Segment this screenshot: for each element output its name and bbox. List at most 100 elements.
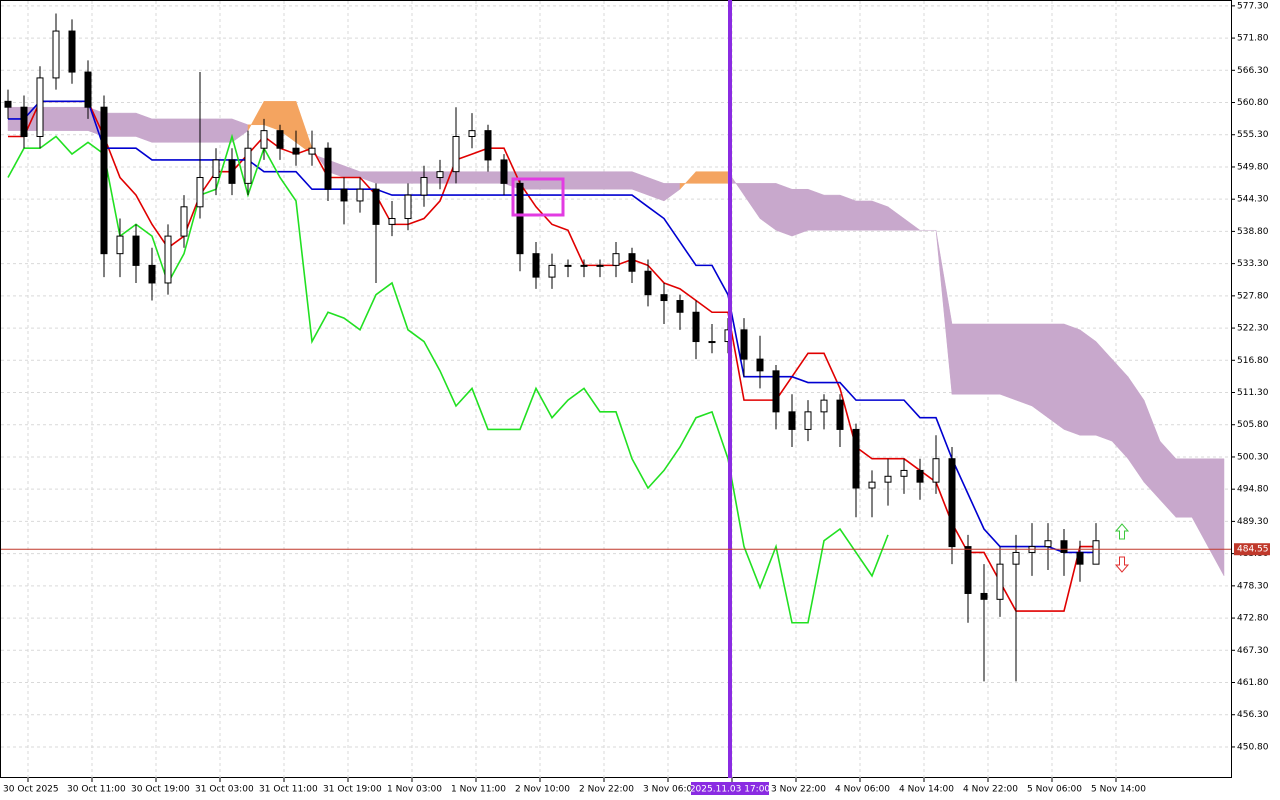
candle-body: [212, 159, 220, 179]
cloud-segment: [1111, 358, 1129, 460]
candle-body: [740, 329, 748, 360]
cloud-segment: [791, 188, 809, 237]
x-tick-label: 2 Nov 10:00: [515, 785, 570, 795]
candle-body: [116, 235, 124, 255]
cloud-segment: [631, 171, 649, 196]
candle-body: [148, 264, 156, 284]
cloud-segment: [119, 112, 137, 137]
candle-body: [1012, 551, 1020, 565]
cloud-segment: [647, 177, 665, 202]
price-label: 484.55: [1237, 545, 1269, 555]
y-tick-label: 516.80: [1237, 356, 1269, 366]
x-tick-label: 1 Nov 11:00: [451, 785, 506, 795]
candle-body: [948, 458, 956, 548]
cloud-segment: [263, 101, 281, 132]
cloud-segment: [199, 118, 217, 143]
cloud-segment: [887, 206, 905, 231]
cloud-segment: [183, 118, 201, 143]
y-tick-label: 478.30: [1237, 581, 1269, 591]
candle-body: [308, 147, 316, 155]
buy-arrow[interactable]: [1114, 523, 1130, 540]
candle-body: [660, 294, 668, 302]
candle-body: [932, 458, 940, 483]
cloud-segment: [1015, 323, 1033, 407]
cloud-segment: [1159, 440, 1177, 518]
cloud-segment: [1031, 323, 1049, 419]
x-tick-label: 3 Nov 06:00: [643, 785, 698, 795]
cloud-segment: [1175, 458, 1193, 518]
candle-body: [1060, 540, 1068, 553]
sell-arrow[interactable]: [1114, 556, 1130, 573]
candle-body: [804, 411, 812, 430]
candle-body: [340, 188, 348, 202]
y-tick-label: 533.30: [1237, 259, 1269, 269]
cloud: [7, 101, 1225, 577]
x-tick-label: 5 Nov 14:00: [1091, 785, 1146, 795]
cloud-segment: [375, 171, 393, 184]
cloud-segment: [871, 200, 889, 231]
cloud-segment: [695, 171, 713, 184]
cloud-segment: [935, 230, 953, 395]
candle-body: [468, 130, 476, 138]
candle-body: [532, 253, 540, 278]
cloud-segment: [567, 171, 585, 190]
candle-body: [196, 177, 204, 208]
candle-body: [612, 253, 620, 266]
candle-body: [260, 130, 268, 149]
candle-body: [164, 235, 172, 284]
x-tick-label: 31 Oct 03:00: [195, 785, 254, 795]
cloud-segment: [983, 323, 1001, 395]
cloud-segment: [663, 183, 681, 202]
candle-body: [1092, 540, 1100, 565]
candle-body: [500, 159, 508, 184]
x-tick-label: 31 Oct 11:00: [259, 785, 318, 795]
x-tick-label: 30 Oct 11:00: [67, 785, 126, 795]
highlight-box: [511, 177, 565, 217]
cloud-segment: [1063, 323, 1081, 436]
y-tick-label: 511.30: [1237, 388, 1269, 398]
cloud-segment: [1047, 323, 1065, 430]
cloud-segment: [615, 171, 633, 190]
candle-body: [292, 147, 300, 155]
cloud-segment: [1191, 458, 1209, 547]
candle-body: [356, 188, 364, 202]
y-tick-label: 560.80: [1237, 98, 1269, 108]
cursor-label: 2025.11.03 17:00: [690, 785, 771, 795]
x-tick-label: 2 Nov 22:00: [579, 785, 634, 795]
candle-body: [324, 147, 332, 190]
y-tick-label: 571.80: [1237, 34, 1269, 44]
candles: [4, 13, 1100, 682]
candle-body: [964, 546, 972, 594]
candle-body: [276, 130, 284, 149]
cloud-segment: [391, 171, 409, 184]
x-tick-label: 31 Oct 19:00: [323, 785, 382, 795]
candle-body: [692, 311, 700, 343]
candle-body: [596, 264, 604, 267]
y-tick-label: 549.80: [1237, 162, 1269, 172]
candle-body: [420, 177, 428, 196]
cursor-label-box: [691, 782, 769, 795]
cloud-segment: [839, 194, 857, 231]
candle-body: [100, 106, 108, 255]
candle-body: [548, 264, 556, 278]
cloud-segment: [1079, 329, 1097, 436]
candle-body: [36, 77, 44, 138]
candle-body: [132, 235, 140, 266]
cloud-segment: [1143, 400, 1161, 501]
y-tick-label: 566.30: [1237, 66, 1269, 76]
candle-body: [388, 218, 396, 225]
candle-body: [436, 171, 444, 179]
y-tick-label: 489.30: [1237, 517, 1269, 527]
candle-body: [20, 106, 28, 138]
candle-body: [900, 469, 908, 477]
x-tick-label: 4 Nov 06:00: [835, 785, 890, 795]
candle-body: [644, 270, 652, 296]
plot-frame: [0, 0, 1232, 778]
candle-body: [996, 563, 1004, 600]
cloud-segment: [855, 200, 873, 231]
indicator-line: [7, 133, 889, 624]
candle-body: [788, 411, 796, 430]
candle-body: [852, 428, 860, 489]
cloud-segment: [167, 118, 185, 143]
